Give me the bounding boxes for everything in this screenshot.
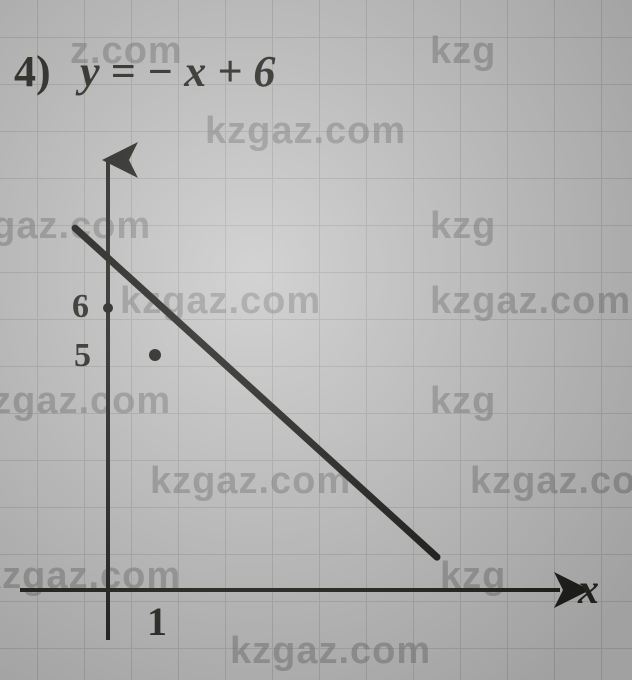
y-intercept-point bbox=[103, 303, 113, 313]
chart-plot bbox=[0, 0, 632, 680]
graph-line bbox=[75, 228, 437, 557]
page-root: z.comkzgkzgaz.comkzgaz.comkzgkzgaz.comkz… bbox=[0, 0, 632, 680]
plotted-point bbox=[149, 349, 161, 361]
